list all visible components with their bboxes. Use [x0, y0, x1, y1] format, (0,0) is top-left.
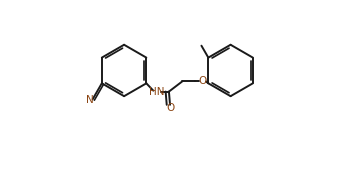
Text: O: O [166, 103, 174, 113]
Text: O: O [199, 76, 207, 86]
Text: HN: HN [149, 87, 165, 97]
Text: N: N [86, 95, 94, 105]
